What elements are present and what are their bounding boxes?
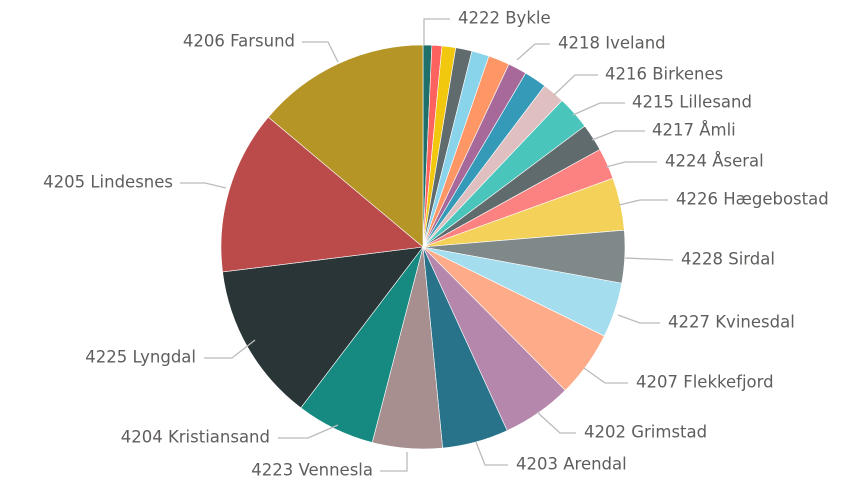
slice-label: 4223 Vennesla [251, 461, 373, 480]
leader-line [624, 257, 674, 261]
leader-line [516, 43, 550, 61]
slice-label: 4226 Hægebostad [676, 190, 829, 209]
pie-slice [267, 44, 424, 248]
pie-slice [222, 246, 424, 409]
slice-label: 4203 Arendal [516, 455, 627, 474]
leader-line [572, 102, 625, 116]
leader-line [605, 161, 657, 168]
leader-line [617, 314, 660, 324]
leader-line [278, 424, 339, 439]
leader-line [380, 452, 408, 472]
leader-line [583, 367, 628, 384]
leader-line [553, 74, 598, 96]
slice-label: 4216 Birkenes [605, 65, 723, 84]
leader-line [536, 411, 576, 434]
slice-label: 4205 Lindesnes [43, 173, 173, 192]
slice-label: 4202 Grimstad [584, 423, 707, 442]
slice-label: 4228 Sirdal [681, 250, 775, 269]
slice-label: 4224 Åseral [665, 152, 764, 171]
slice-label: 4215 Lillesand [632, 93, 752, 112]
slice-label: 4207 Flekkefjord [636, 373, 774, 392]
leader-line [423, 18, 450, 45]
slice-label: 4206 Farsund [183, 32, 295, 51]
leader-line [302, 41, 339, 63]
slice-label: 4218 Iveland [558, 34, 666, 53]
slice-label: 4217 Åmli [652, 121, 736, 140]
leader-line [618, 199, 668, 206]
leader-line [591, 130, 645, 141]
slice-label: 4222 Bykle [458, 9, 551, 28]
pie-slice [220, 116, 424, 273]
leader-line [204, 339, 256, 359]
slice-label: 4225 Lyngdal [85, 348, 196, 367]
slice-label: 4204 Kristiansand [121, 428, 270, 447]
slice-label: 4227 Kvinesdal [668, 313, 795, 332]
leader-line [180, 182, 227, 189]
leader-line [475, 441, 508, 466]
